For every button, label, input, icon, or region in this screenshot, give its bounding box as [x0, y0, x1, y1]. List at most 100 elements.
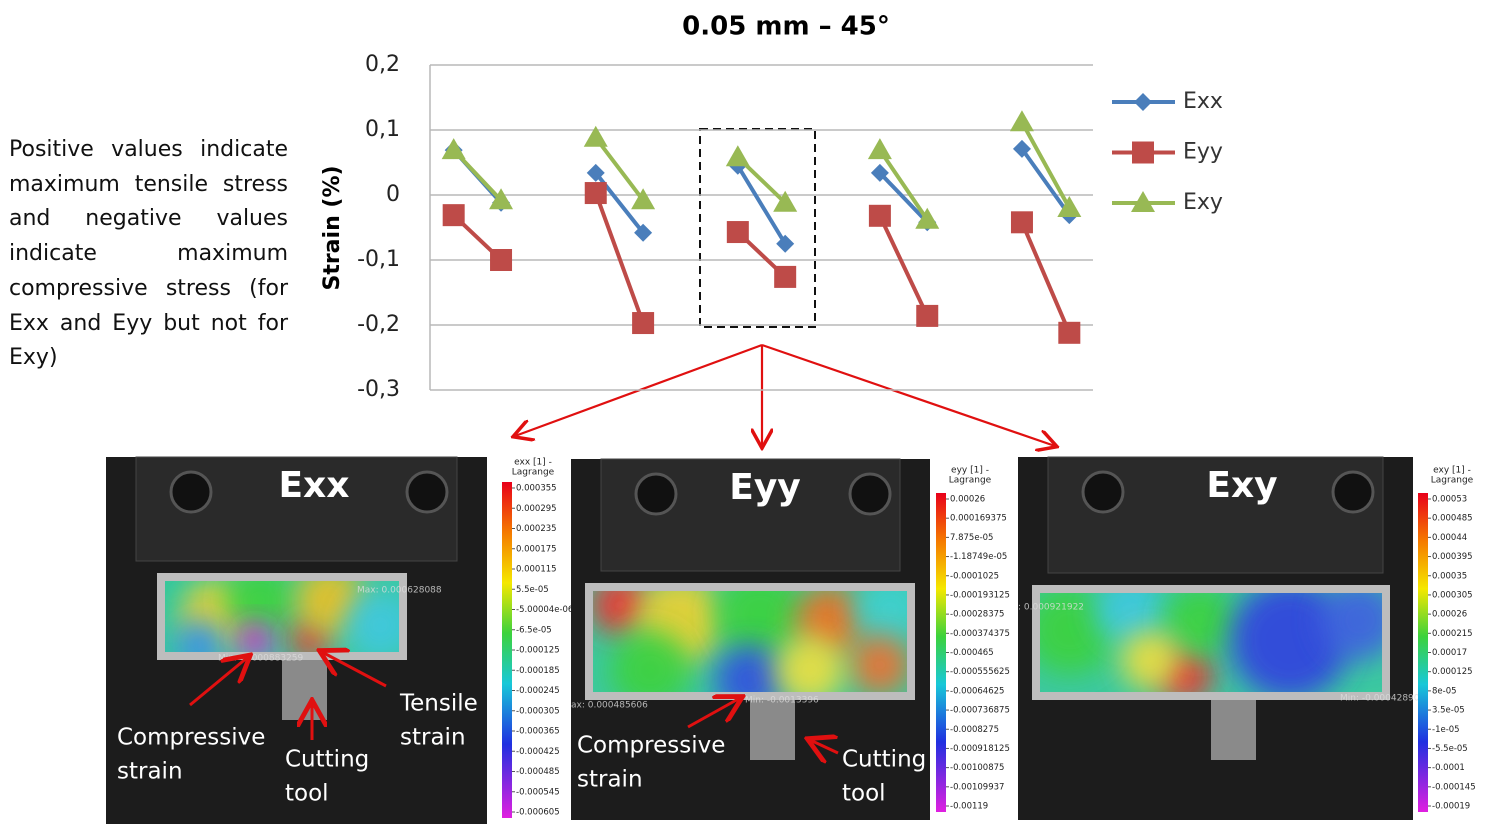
colorbar-label: 0.000175 [516, 544, 557, 554]
annotation: strain [577, 767, 643, 793]
colorbar-label: -0.000555625 [950, 667, 1010, 677]
strain-field [1040, 593, 1382, 692]
colorbar-label: 0.000235 [516, 524, 557, 534]
field-blob [775, 635, 845, 692]
annotation: strain [117, 759, 183, 785]
bolt [1331, 470, 1375, 514]
field-blob [225, 581, 295, 635]
colorbar-label: 0.000395 [1432, 552, 1473, 562]
colorbar-label: -0.000485 [516, 767, 560, 777]
annotation: Compressive [577, 733, 725, 759]
colorbar-label: -0.000736875 [950, 706, 1010, 716]
colorbar-title: exx [1] - [514, 458, 552, 468]
y-tick-label: -0,3 [357, 377, 400, 402]
colorbar-label: -1e-05 [1432, 725, 1460, 735]
data-point [725, 145, 750, 167]
field-blob [345, 590, 399, 652]
data-point [583, 125, 608, 147]
y-tick-label: -0,2 [357, 312, 400, 337]
colorbar-label: -0.000425 [516, 747, 560, 757]
annotation: Compressive [117, 725, 265, 751]
data-point [1009, 110, 1034, 132]
colorbar-label: -0.0008275 [950, 725, 999, 735]
tool [1211, 700, 1256, 760]
colorbar-label: 3.5e-05 [1432, 706, 1465, 716]
colorbar-title: Lagrange [949, 476, 992, 486]
colorbar-label: -0.00028375 [950, 610, 1004, 620]
colorbar-label: 0.00035 [1432, 571, 1467, 581]
data-point [916, 304, 939, 327]
colorbar-label: -0.000193125 [950, 590, 1010, 600]
colorbar-label: 0.000295 [516, 504, 557, 514]
colorbar-label: -0.0001025 [950, 571, 999, 581]
series-line [452, 192, 1072, 334]
colorbar-label: -0.000145 [1432, 782, 1476, 792]
colorbar-label: 0.000305 [1432, 590, 1473, 600]
overlay-value: ax: 0.000485606 [571, 701, 648, 711]
annotation-arrow [189, 657, 248, 707]
annotation: tool [842, 781, 886, 807]
y-tick-label: 0,2 [365, 52, 400, 77]
field-blob [850, 635, 907, 692]
legend-marker [1132, 141, 1154, 164]
colorbar-label: -5.5e-05 [1432, 744, 1468, 754]
colorbar-title: Lagrange [1431, 476, 1474, 486]
data-point [489, 188, 514, 210]
bolt [405, 470, 449, 514]
data-point [490, 249, 513, 271]
tool [750, 700, 795, 760]
legend-marker [1131, 191, 1155, 212]
panel-label: Exy [1206, 465, 1277, 506]
data-point [867, 138, 892, 160]
colorbar-label: 0.00053 [1432, 495, 1467, 505]
colorbar-title: Lagrange [512, 468, 555, 478]
data-point [442, 204, 465, 227]
annotation-arrow [322, 652, 387, 688]
bolt [634, 472, 678, 516]
legend-label: Exx [1183, 89, 1223, 114]
panel-label: Exx [278, 465, 349, 506]
chart-title: 0.05 mm – 45° [682, 12, 890, 42]
panel-label: Eyy [729, 467, 801, 508]
colorbar-label: 7.875e-05 [950, 533, 993, 543]
colorbar-label: -0.000245 [516, 686, 560, 696]
field-blob [1120, 630, 1180, 690]
tool [282, 660, 327, 720]
data-point [1058, 321, 1081, 344]
colorbar-label: 5.5e-05 [516, 585, 549, 595]
colorbar-label: -0.000918125 [950, 744, 1010, 754]
callout-arrows [515, 343, 1055, 446]
colorbar-label: -0.0001 [1432, 763, 1465, 773]
colorbar-label: -0.00019 [1432, 802, 1470, 812]
colorbar-label: 8e-05 [1432, 686, 1457, 696]
colorbar-title: exy [1] - [1433, 466, 1471, 476]
data-point [915, 207, 940, 229]
colorbar-label: -1.18749e-05 [950, 552, 1007, 562]
highlight-box [699, 128, 816, 328]
data-point [1010, 211, 1033, 234]
data-point [868, 204, 891, 227]
data-point [870, 163, 889, 182]
data-point [773, 190, 798, 212]
legend-label: Exy [1183, 190, 1223, 215]
y-tick-label: -0,1 [357, 247, 400, 272]
annotation: Tensile [399, 691, 478, 717]
colorbar-label: 0.000125 [1432, 667, 1473, 677]
legend-marker [1134, 93, 1152, 111]
series-line [452, 147, 1071, 245]
colorbar-label: -0.000125 [516, 646, 560, 656]
colorbar-label: 0.000485 [1432, 514, 1473, 524]
note-text: Positive values indicate maximum tensile… [9, 137, 288, 371]
colorbar-label: -0.000545 [516, 787, 560, 797]
colorbar-title: eyy [1] - [951, 466, 989, 476]
data-point [441, 138, 466, 160]
field-blob [610, 630, 690, 692]
field-blob [175, 620, 225, 652]
series-line [452, 121, 1072, 221]
annotation: strain [400, 725, 466, 751]
data-point [776, 234, 795, 253]
legend-label: Eyy [1183, 140, 1223, 165]
colorbar-label: 0.000115 [516, 565, 557, 575]
colorbar-label: -0.000465 [950, 648, 994, 658]
colorbar-label: 0.000355 [516, 484, 557, 494]
